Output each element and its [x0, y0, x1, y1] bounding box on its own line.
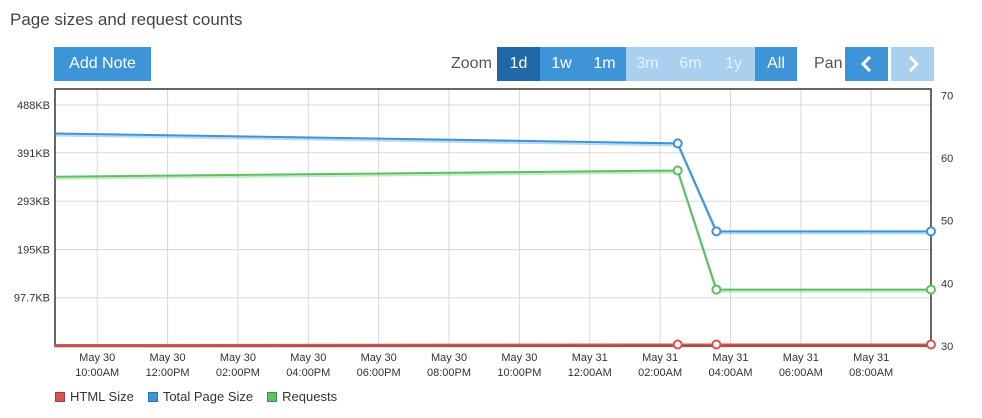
zoom-all-button[interactable]: All — [755, 47, 797, 81]
x-tick-label-date: May 31 — [783, 352, 819, 364]
zoom-button-group: 1d 1w 1m 3m 6m 1y All — [497, 47, 797, 81]
y-right-tick-label: 30 — [941, 341, 953, 353]
x-tick-label-date: May 31 — [712, 352, 748, 364]
y-left-tick-label: 391KB — [17, 148, 50, 160]
y-right-tick-label: 50 — [941, 216, 953, 228]
chart-title: Page sizes and request counts — [10, 10, 243, 29]
zoom-1m-button[interactable]: 1m — [583, 47, 626, 81]
legend-swatch — [147, 391, 158, 402]
plot-area — [55, 89, 931, 346]
x-tick-label-date: May 30 — [79, 352, 115, 364]
pan-prev-button[interactable] — [845, 47, 888, 81]
chevron-left-icon — [860, 55, 871, 73]
x-tick-label-date: May 31 — [642, 352, 678, 364]
x-tick-label-time: 12:00AM — [568, 367, 612, 379]
x-tick-label-date: May 31 — [572, 352, 608, 364]
x-tick-label-date: May 30 — [501, 352, 537, 364]
plot-border — [54, 88, 932, 347]
html-size-point[interactable] — [672, 339, 683, 350]
total-page-size-point[interactable] — [711, 226, 722, 237]
x-tick-label-time: 02:00PM — [216, 367, 260, 379]
zoom-1y-button[interactable]: 1y — [712, 47, 755, 81]
legend-swatch — [55, 391, 65, 402]
y-right-tick-label: 60 — [941, 153, 953, 165]
legend-item-html-size[interactable]: HTML Size — [55, 389, 134, 404]
zoom-1w-button[interactable]: 1w — [540, 47, 583, 81]
legend-swatch — [267, 391, 278, 402]
requests-line — [54, 169, 931, 291]
legend-label: HTML Size — [70, 389, 134, 404]
x-tick-label-time: 08:00AM — [849, 367, 893, 379]
y-right-tick-label: 40 — [941, 278, 953, 290]
x-tick-label-date: May 30 — [150, 352, 186, 364]
legend-item-requests[interactable]: Requests — [267, 389, 337, 404]
total-page-size-point[interactable] — [672, 138, 683, 149]
total-page-size-line — [54, 132, 931, 233]
x-tick-label-time: 02:00AM — [638, 367, 682, 379]
x-tick-label-time: 04:00PM — [286, 367, 330, 379]
html-size-point[interactable] — [711, 339, 722, 350]
x-tick-label-date: May 30 — [290, 352, 326, 364]
zoom-label: Zoom — [451, 55, 492, 72]
pan-next-button[interactable] — [891, 47, 934, 81]
add-note-button[interactable]: Add Note — [54, 47, 151, 81]
html-size-point[interactable] — [926, 339, 936, 350]
legend-label: Total Page Size — [162, 389, 254, 404]
x-tick-label-time: 10:00PM — [497, 367, 541, 379]
legend: HTML Size Total Page Size Requests — [55, 389, 337, 404]
legend-item-total-page-size[interactable]: Total Page Size — [147, 389, 254, 404]
x-tick-label-date: May 31 — [853, 352, 889, 364]
requests-point[interactable] — [926, 284, 936, 295]
y-left-tick-label: 97.7KB — [14, 293, 50, 305]
x-tick-label-date: May 30 — [220, 352, 256, 364]
pan-label: Pan — [814, 55, 843, 72]
y-left-tick-label: 195KB — [17, 245, 50, 257]
zoom-6m-button[interactable]: 6m — [669, 47, 712, 81]
x-tick-label-time: 04:00AM — [708, 367, 752, 379]
y-left-tick-label: 293KB — [17, 196, 50, 208]
chevron-right-icon — [908, 55, 919, 73]
x-tick-label-date: May 30 — [431, 352, 467, 364]
x-tick-label-time: 10:00AM — [75, 367, 119, 379]
zoom-1d-button[interactable]: 1d — [497, 47, 540, 81]
y-left-tick-label: 488KB — [17, 100, 50, 112]
y-right-tick-label: 70 — [941, 90, 953, 102]
total-page-size-point[interactable] — [926, 226, 936, 237]
x-tick-label-date: May 30 — [361, 352, 397, 364]
zoom-3m-button[interactable]: 3m — [626, 47, 669, 81]
x-tick-label-time: 06:00PM — [357, 367, 401, 379]
legend-label: Requests — [282, 389, 338, 404]
x-tick-label-time: 08:00PM — [427, 367, 471, 379]
x-tick-label-time: 06:00AM — [779, 367, 823, 379]
x-tick-label-time: 12:00PM — [146, 367, 190, 379]
requests-point[interactable] — [711, 284, 722, 295]
requests-point[interactable] — [672, 165, 683, 176]
